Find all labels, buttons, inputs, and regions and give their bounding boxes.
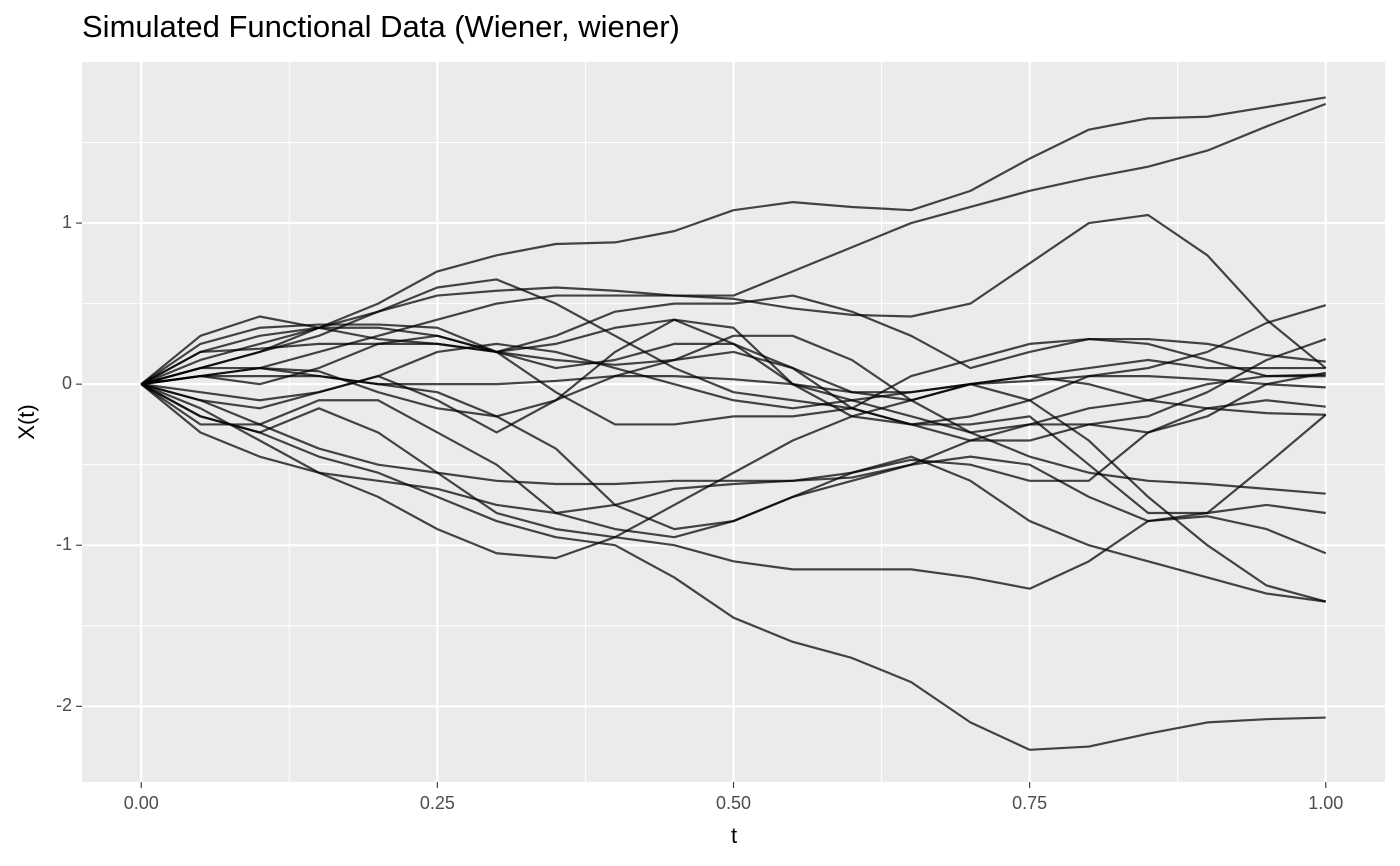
- series-line: [140, 213, 1327, 386]
- series-line: [140, 323, 1326, 426]
- y-tick-label: -1: [56, 534, 72, 554]
- series-line: [140, 315, 1326, 515]
- series-line: [140, 383, 1326, 603]
- x-tick-label: 0.75: [1012, 793, 1047, 813]
- series-line: [140, 383, 1326, 751]
- series-line: [140, 371, 1326, 539]
- series-line: [140, 278, 1327, 442]
- series-line: [141, 342, 1326, 416]
- series-line: [141, 102, 1327, 386]
- y-axis-title: X(t): [14, 404, 39, 439]
- series-line: [141, 294, 1326, 386]
- series-line: [140, 342, 1326, 402]
- x-axis-title: t: [731, 823, 737, 848]
- y-tick-label: 0: [62, 373, 72, 393]
- x-tick-label: 0.50: [716, 793, 751, 813]
- series-line: [140, 383, 1327, 523]
- x-tick-label: 0.25: [420, 793, 455, 813]
- series-line: [140, 383, 1327, 590]
- y-tick-label: -2: [56, 695, 72, 715]
- series-line: [140, 96, 1326, 386]
- series-line: [141, 334, 1326, 434]
- chart-title: Simulated Functional Data (Wiener, wiene…: [82, 9, 680, 44]
- x-tick-label: 1.00: [1308, 793, 1343, 813]
- x-tick-label: 0.00: [124, 793, 159, 813]
- y-tick-label: 1: [62, 212, 72, 232]
